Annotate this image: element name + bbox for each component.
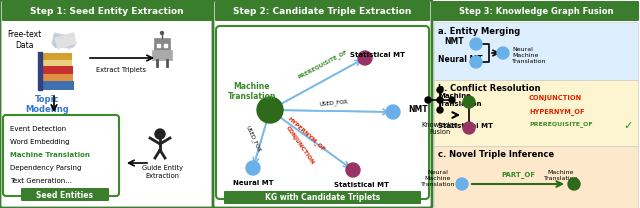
Text: Topic
Modeling: Topic Modeling [25,95,69,114]
Circle shape [425,97,431,103]
Bar [164,44,167,47]
Text: PREREQUISITE_OF: PREREQUISITE_OF [529,121,593,127]
Circle shape [155,129,165,139]
Bar [39,66,73,74]
Text: b. Conflict Resolution: b. Conflict Resolution [438,84,541,93]
Circle shape [449,97,455,103]
Text: Step 2: Candidate Triple Extraction: Step 2: Candidate Triple Extraction [234,7,412,16]
Text: Knowledge
Fusion: Knowledge Fusion [422,122,458,135]
Bar [154,38,170,50]
Text: Word Embedding: Word Embedding [10,139,70,145]
Text: Statistical MT: Statistical MT [438,123,493,129]
Circle shape [463,96,475,108]
Text: ✓: ✓ [623,121,633,131]
Circle shape [161,31,163,35]
Text: Step 1: Seed Entity Extraction: Step 1: Seed Entity Extraction [30,7,184,16]
Text: Neural MT: Neural MT [233,180,273,186]
Bar [38,81,74,90]
Text: HYPERNYM_OF: HYPERNYM_OF [529,108,584,115]
Text: NMT: NMT [444,37,463,47]
FancyBboxPatch shape [434,22,638,80]
Circle shape [437,107,443,113]
Text: Neural
Machine
Translation: Neural Machine Translation [420,170,455,187]
Circle shape [470,56,482,68]
Bar [38,52,42,90]
Circle shape [456,178,468,190]
Circle shape [257,97,283,123]
Text: Neural MT: Neural MT [438,56,483,64]
Text: USED_FOR: USED_FOR [244,125,262,153]
Bar [39,74,73,82]
Text: CONJUNCTION: CONJUNCTION [529,95,582,101]
FancyBboxPatch shape [21,188,109,201]
Text: Neural
Machine
Translation: Neural Machine Translation [512,47,547,64]
Bar [157,44,160,47]
Polygon shape [54,34,75,48]
Text: Seed Entities: Seed Entities [36,191,93,199]
Text: Statistical MT: Statistical MT [333,182,388,188]
Text: Text Generation...: Text Generation... [10,178,72,184]
Polygon shape [53,34,74,48]
Text: Statistical MT: Statistical MT [349,52,404,58]
Circle shape [386,105,400,119]
FancyBboxPatch shape [213,0,432,208]
Text: USED_FOR: USED_FOR [319,99,348,107]
Text: CONJUNCTION: CONJUNCTION [284,125,315,165]
Text: Machine
Translation: Machine Translation [438,94,483,106]
Circle shape [497,47,509,59]
Text: Event Detection: Event Detection [10,126,66,132]
Circle shape [463,122,475,134]
Bar [40,53,72,60]
FancyBboxPatch shape [433,1,639,21]
FancyBboxPatch shape [216,26,429,199]
FancyBboxPatch shape [3,115,119,196]
Polygon shape [54,32,77,49]
Text: Machine Translation: Machine Translation [10,152,90,158]
Text: Machine
Translation: Machine Translation [228,82,276,102]
FancyBboxPatch shape [215,1,430,21]
FancyBboxPatch shape [2,1,212,21]
Circle shape [358,51,372,65]
Text: NMT: NMT [408,105,428,114]
Text: HYPERNYM_OF: HYPERNYM_OF [287,116,326,152]
Circle shape [437,87,443,93]
Text: Guide Entity
Extraction: Guide Entity Extraction [141,165,182,178]
FancyBboxPatch shape [434,146,638,208]
FancyBboxPatch shape [434,80,638,146]
Text: Free-text
Data: Free-text Data [7,30,41,50]
FancyBboxPatch shape [0,0,214,208]
Polygon shape [51,32,74,49]
Text: Dependency Parsing: Dependency Parsing [10,165,81,171]
Bar [40,60,72,67]
FancyBboxPatch shape [224,191,421,204]
Circle shape [568,178,580,190]
Text: PART_OF: PART_OF [501,171,535,178]
Text: Step 3: Knowledge Graph Fusion: Step 3: Knowledge Graph Fusion [459,7,613,16]
Circle shape [437,97,443,103]
Circle shape [346,163,360,177]
Text: c. Novel Triple Inference: c. Novel Triple Inference [438,150,554,159]
Bar [152,50,172,60]
Text: KG with Candidate Triplets: KG with Candidate Triplets [265,193,380,203]
Text: Extract Triplets: Extract Triplets [96,67,146,73]
Circle shape [246,161,260,175]
Text: Machine
Translation: Machine Translation [544,170,579,181]
Circle shape [470,38,482,50]
Text: PREREQUISITE_OF: PREREQUISITE_OF [296,49,349,80]
Text: a. Entity Merging: a. Entity Merging [438,27,520,36]
